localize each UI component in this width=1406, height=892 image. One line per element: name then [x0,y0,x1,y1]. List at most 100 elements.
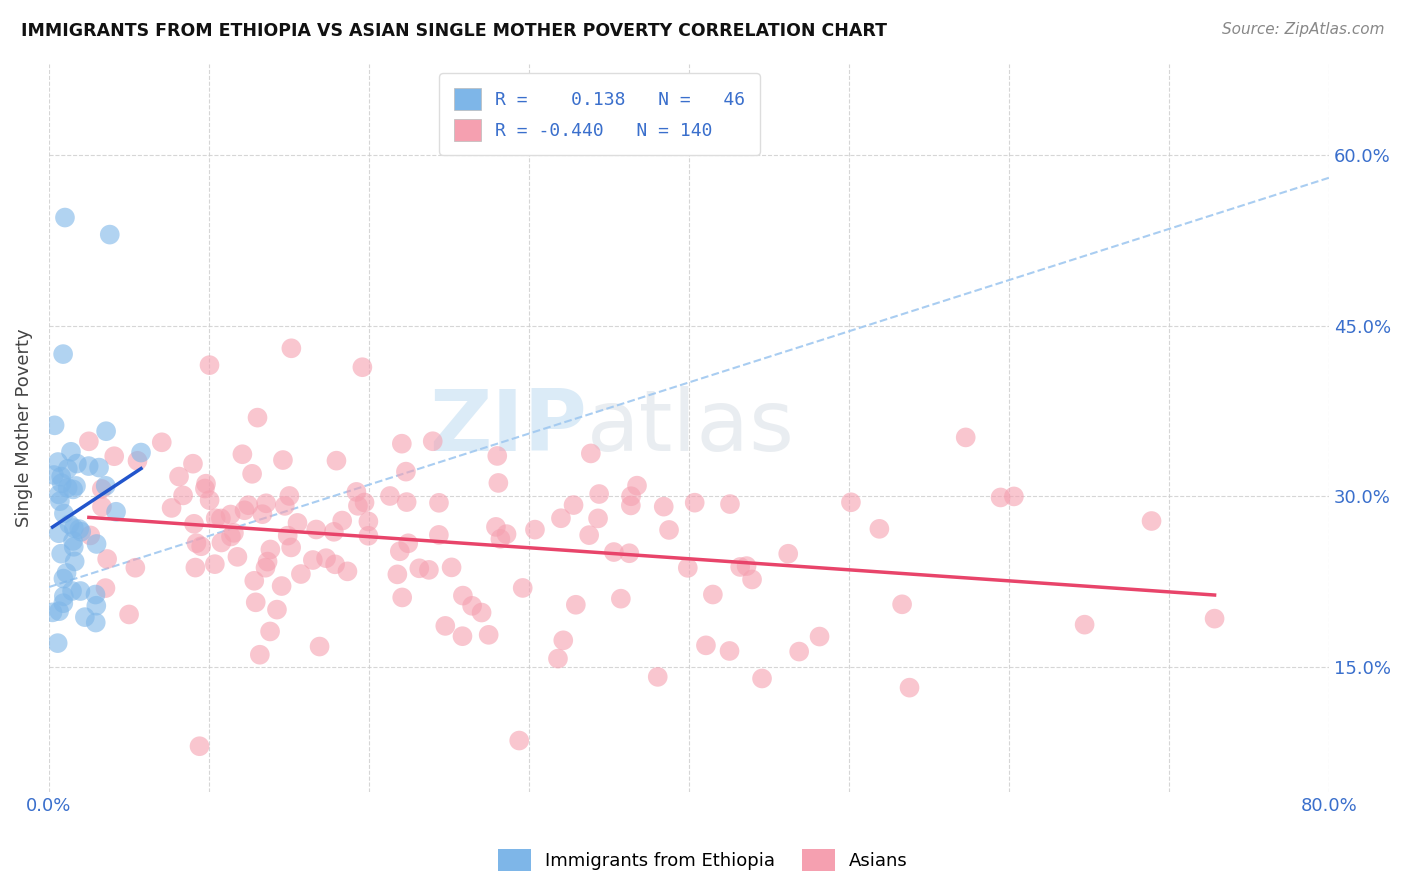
Point [63,521,86,535]
Point [266,602,288,616]
Point [277,528,299,542]
Point [391,436,413,450]
Point [219,529,242,543]
Point [118,607,141,622]
Point [84,588,107,602]
Point [620,499,643,513]
Point [486,475,509,490]
Point [67,522,90,536]
Point [160,500,183,515]
Point [59,444,82,458]
Point [489,532,512,546]
Point [565,598,588,612]
Point [129,445,152,459]
Point [87,460,110,475]
Point [323,558,346,572]
Point [222,525,245,540]
Point [48,526,70,541]
Point [478,628,501,642]
Point [231,447,253,461]
Point [523,523,546,537]
Point [254,496,277,510]
Point [259,542,281,557]
Point [695,638,717,652]
Point [184,560,207,574]
Point [65,479,87,493]
Point [652,500,675,514]
Point [586,511,609,525]
Point [325,453,347,467]
Point [58,517,80,532]
Point [49,494,72,508]
Point [347,499,370,513]
Point [56,481,79,495]
Point [395,465,418,479]
Point [52,590,75,604]
Point [42,468,65,483]
Point [418,563,440,577]
Point [676,561,699,575]
Point [461,599,484,613]
Point [69,584,91,599]
Point [96,552,118,566]
Point [395,495,418,509]
Legend: R =    0.138   N =   46, R = -0.440   N = 140: R = 0.138 N = 46, R = -0.440 N = 140 [439,73,759,155]
Point [396,536,419,550]
Point [388,544,411,558]
Point [451,589,474,603]
Point [77,459,100,474]
Point [471,606,494,620]
Point [619,546,641,560]
Point [352,360,374,375]
Point [578,528,600,542]
Point [287,516,309,530]
Point [90,482,112,496]
Point [94,581,117,595]
Point [868,522,890,536]
Point [198,493,221,508]
Point [73,610,96,624]
Point [603,545,626,559]
Point [387,567,409,582]
Point [955,430,977,444]
Point [440,560,463,574]
Point [98,227,121,242]
Point [280,341,302,355]
Point [55,566,77,580]
Point [735,559,758,574]
Point [508,733,530,747]
Point [48,487,70,501]
Point [547,651,569,665]
Point [787,644,810,658]
Point [84,615,107,630]
Point [62,540,84,554]
Point [891,597,914,611]
Point [280,541,302,555]
Point [48,604,70,618]
Point [46,636,69,650]
Point [181,457,204,471]
Point [209,511,232,525]
Point [194,482,217,496]
Point [1140,514,1163,528]
Point [49,469,72,483]
Point [344,484,367,499]
Point [62,533,84,548]
Point [209,535,232,549]
Point [422,434,444,449]
Point [702,587,724,601]
Point [553,633,575,648]
Point [1073,617,1095,632]
Point [254,560,277,574]
Point [51,476,73,491]
Point [302,553,325,567]
Point [562,498,585,512]
Point [240,467,263,481]
Point [52,596,75,610]
Y-axis label: Single Mother Poverty: Single Mother Poverty [15,328,32,527]
Point [808,630,831,644]
Point [270,579,292,593]
Point [238,498,260,512]
Point [127,454,149,468]
Point [204,557,226,571]
